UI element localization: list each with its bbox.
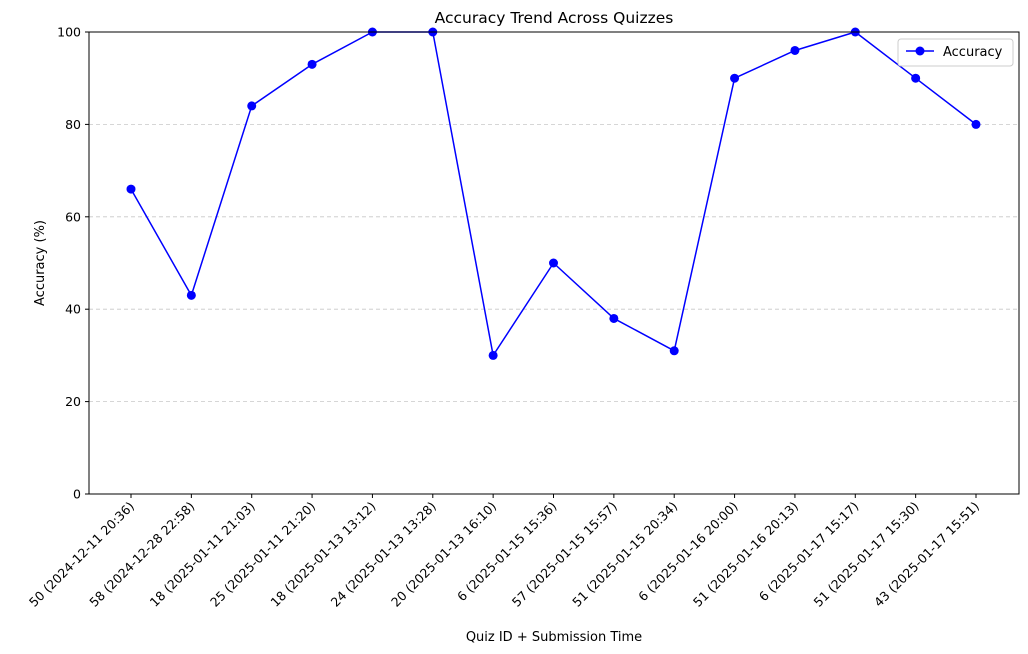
x-tick-label: 24 (2025-01-13 13:28) [328,499,439,610]
y-tick-label: 0 [73,487,81,502]
data-point [971,119,981,129]
series-layer [126,27,981,360]
x-tick-label: 51 (2025-01-15 20:34) [569,499,680,610]
y-tick-label: 40 [65,302,81,317]
x-tick-label: 18 (2025-01-11 21:03) [147,499,258,610]
legend-box [897,38,1014,67]
x-tick-label: 20 (2025-01-13 16:10) [388,499,499,610]
y-tick-label: 100 [57,25,81,40]
legend: Accuracy [897,38,1014,67]
data-point [790,45,800,55]
x-tick-label: 43 (2025-01-17 15:51) [871,499,982,610]
x-tick-label: 25 (2025-01-11 21:20) [207,499,318,610]
series-line-accuracy [130,31,977,357]
x-tick-label: 51 (2025-01-16 20:13) [690,499,801,610]
y-tick-label: 60 [65,209,81,224]
x-tick-label: 6 (2025-01-17 15:17) [756,499,862,605]
data-point [669,346,679,356]
x-tick-label: 58 (2024-12-28 22:58) [86,499,197,610]
x-axis-label: Quiz ID + Submission Time [466,630,642,645]
x-tick-label: 51 (2025-01-17 15:30) [811,499,922,610]
data-point [549,258,558,268]
x-tick-label: 50 (2024-12-11 20:36) [26,499,137,610]
data-point [186,290,196,300]
data-point [247,101,257,111]
legend-marker [915,46,925,56]
x-tick-label: 18 (2025-01-13 13:12) [267,499,378,610]
x-axis: 50 (2024-12-11 20:36)58 (2024-12-28 22:5… [26,494,982,610]
data-point [126,184,136,194]
data-point [488,350,498,360]
x-tick-label: 6 (2025-01-15 15:36) [454,499,560,605]
y-axis: 0 20 40 60 80 100 [57,25,89,502]
y-tick-label: 80 [65,117,81,132]
chart-title: Accuracy Trend Across Quizzes [435,9,674,27]
legend-label-accuracy: Accuracy [943,45,1003,60]
data-point [307,59,317,69]
data-point [911,73,921,83]
data-point [609,313,619,323]
y-axis-label: Accuracy (%) [33,220,48,306]
y-tick-label: 20 [65,394,81,409]
x-tick-label: 57 (2025-01-15 15:57) [509,499,620,610]
data-point [730,73,740,83]
x-tick-label: 6 (2025-01-16 20:00) [635,499,741,605]
